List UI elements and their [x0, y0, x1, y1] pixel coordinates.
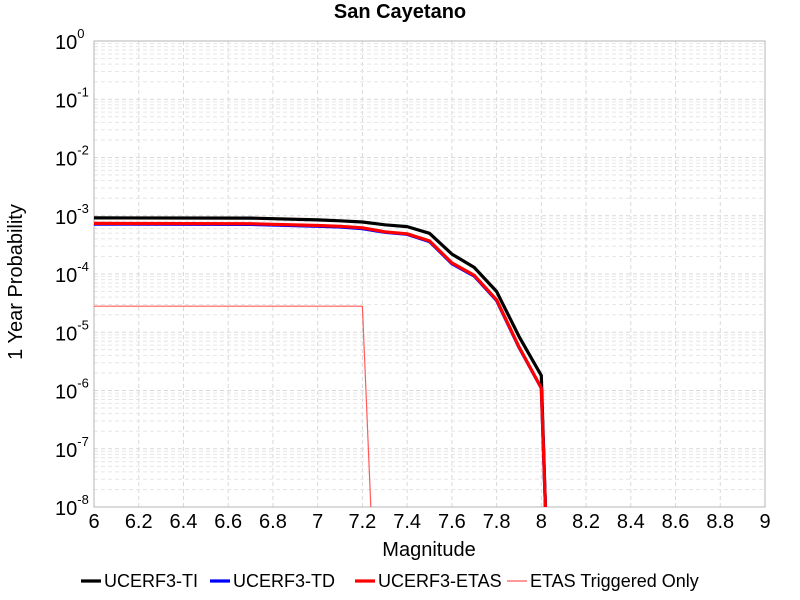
x-tick-label: 6.6 — [214, 511, 242, 533]
x-tick-label: 7.8 — [483, 511, 511, 533]
series-line-ucerf3-ti — [94, 216, 548, 507]
x-tick-label: 7 — [312, 511, 323, 533]
x-tick-label: 6 — [88, 511, 99, 533]
plot-frame — [93, 40, 766, 508]
y-tick-label: 10-7 — [55, 434, 89, 462]
y-tick-label: 10-5 — [55, 317, 89, 345]
y-axis-label: 1 Year Probability — [5, 204, 27, 360]
y-axis-ticks: 100 10-1 10-2 10-3 10-4 10-5 10-6 10-7 10-8 — [55, 26, 89, 520]
y-tick-label: 10-6 — [55, 376, 89, 404]
x-tick-label: 6.8 — [259, 511, 287, 533]
legend-label: UCERF3-TD — [233, 571, 335, 591]
x-tick-label: 7.2 — [348, 511, 376, 533]
legend-label: UCERF3-ETAS — [378, 571, 502, 591]
grid-layer — [93, 40, 766, 508]
y-tick-label: 10-3 — [55, 201, 89, 229]
legend-label: UCERF3-TI — [104, 571, 198, 591]
x-tick-label: 8.2 — [572, 511, 600, 533]
legend: UCERF3-TI UCERF3-TD UCERF3-ETAS ETAS Trigge… — [81, 571, 699, 591]
y-tick-label: 100 — [55, 26, 84, 54]
x-tick-label: 7.6 — [438, 511, 466, 533]
y-tick-label: 10-8 — [55, 492, 89, 520]
legend-label: ETAS Triggered Only — [530, 571, 699, 591]
x-axis-label: Magnitude — [382, 539, 475, 561]
chart-title: San Cayetano — [334, 1, 466, 23]
x-tick-label: 8.4 — [617, 511, 645, 533]
x-tick-label: 8 — [536, 511, 547, 533]
y-tick-label: 10-4 — [55, 259, 89, 287]
series-line-ucerf3-td — [94, 222, 548, 507]
x-tick-label: 8.6 — [662, 511, 690, 533]
y-tick-label: 10-2 — [55, 143, 89, 171]
x-axis-ticks: 6 6.2 6.4 6.6 6.8 7 7.2 7.4 7.6 7.8 8 8.2 8.4 8.6 8.8 9 — [88, 511, 770, 533]
x-tick-label: 7.4 — [393, 511, 421, 533]
y-tick-label: 10-1 — [55, 84, 89, 112]
x-tick-label: 8.8 — [706, 511, 734, 533]
x-tick-label: 6.2 — [125, 511, 153, 533]
series-layer — [94, 216, 548, 507]
x-tick-label: 9 — [759, 511, 770, 533]
x-tick-label: 6.4 — [170, 511, 198, 533]
series-line-etas-triggered-only — [94, 305, 372, 507]
series-line-ucerf3-etas — [94, 221, 548, 507]
